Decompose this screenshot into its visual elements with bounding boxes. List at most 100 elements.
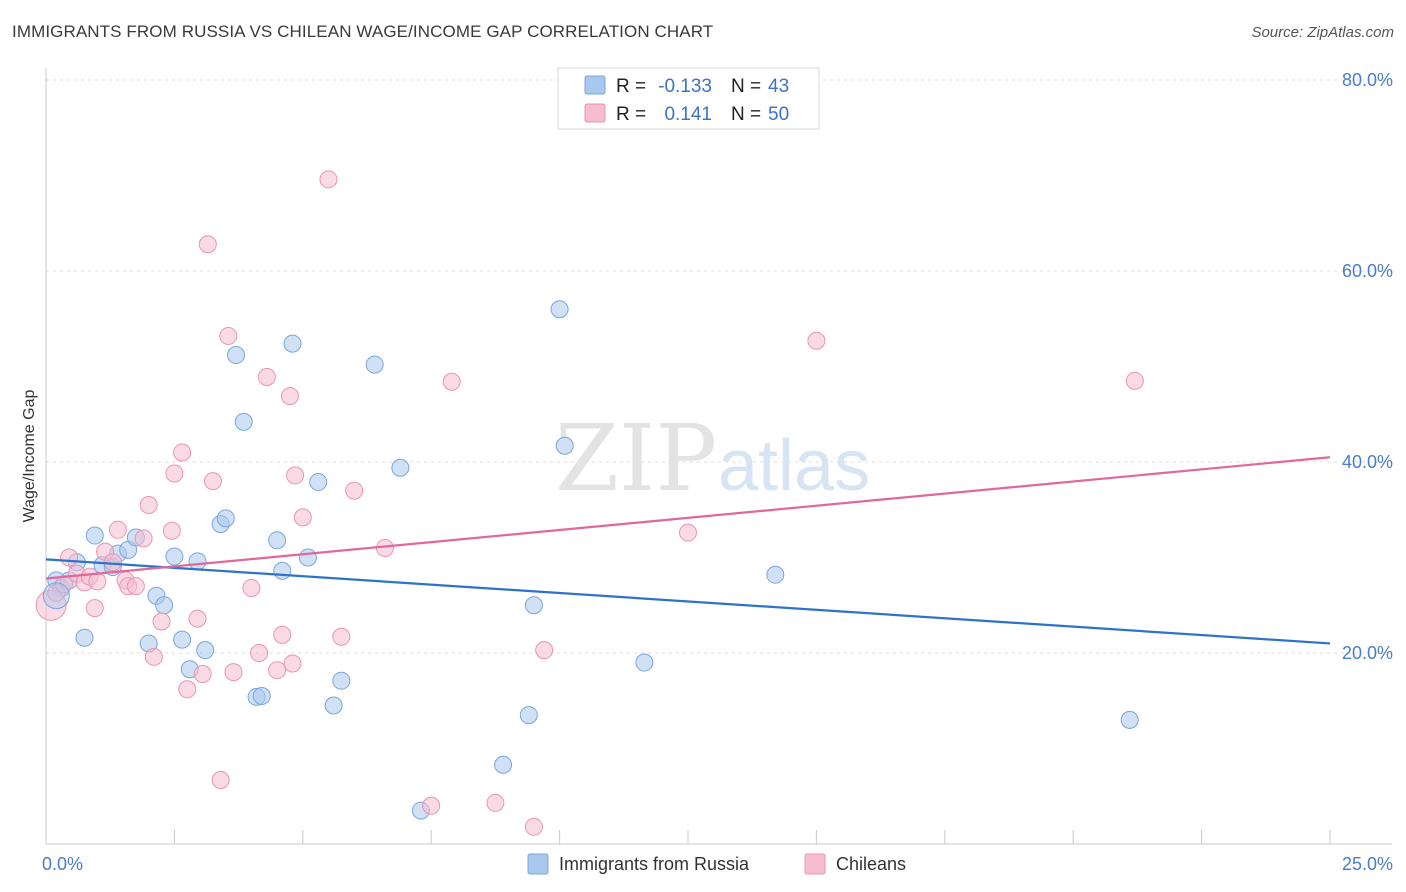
legend-swatch-russia [584,75,606,95]
point-chile [211,771,230,790]
point-russia [1120,710,1139,729]
point-russia [283,334,302,353]
point-russia [216,509,235,528]
point-chile [139,495,158,514]
point-chile [152,612,171,631]
point-russia [766,565,785,584]
point-chile [280,387,299,406]
point-chile [85,599,104,618]
series-legend-swatch-russia [527,853,549,875]
legend-n-value-russia: 43 [768,76,789,97]
legend-n-value-chile: 50 [768,104,789,125]
axes: 20.0% 40.0% 60.0% 80.0% 0.0% 25.0% [42,68,1393,874]
stats-legend: R = -0.133 N = 43 R = 0.141 N = 50 [557,67,820,130]
point-chile [268,661,287,680]
point-chile [535,641,554,660]
point-chile [165,464,184,483]
point-russia [165,547,184,566]
legend-r-label-russia: R = [616,76,646,97]
point-chile [162,521,181,540]
legend-n-label-chile: N = [731,104,761,125]
legend-r-label-chile: R = [616,104,646,125]
y-tick-label: 20.0% [1342,643,1393,663]
y-tick-label: 60.0% [1342,261,1393,281]
watermark-atlas: atlas [718,426,870,506]
point-russia [555,436,574,455]
point-russia [268,531,287,550]
point-russia [324,696,343,715]
point-chile [332,627,351,646]
point-russia [234,412,253,431]
point-russia [524,596,543,615]
point-chile [126,577,145,596]
point-russia-cluster [42,582,70,610]
point-chile [319,170,338,189]
point-chile [108,520,127,539]
point-russia [550,300,569,319]
gridlines [46,79,1392,654]
point-chile [224,663,243,682]
point-chile [257,368,276,387]
point-chile [188,609,207,628]
x-tick-label: 25.0% [1342,854,1393,874]
y-tick-label: 40.0% [1342,452,1393,472]
point-chile [273,625,292,644]
series-legend-swatch-chile [804,853,826,875]
point-chile [203,472,222,491]
point-chile [134,529,153,548]
point-chile [88,572,107,591]
point-russia [252,686,271,705]
data-points [35,170,1144,836]
point-chile [193,665,212,684]
point-russia [188,552,207,571]
point-chile [144,647,163,666]
point-russia [309,473,328,492]
trend-line-russia [45,558,1331,645]
point-russia [85,526,104,545]
point-chile [173,443,192,462]
chart-title: IMMIGRANTS FROM RUSSIA VS CHILEAN WAGE/I… [12,22,714,41]
point-chile [486,793,505,812]
point-chile [219,326,238,345]
legend-r-value-chile: 0.141 [664,104,712,125]
point-russia [155,596,174,615]
point-russia [227,346,246,365]
point-chile [242,579,261,598]
point-russia [519,706,538,725]
legend-n-label-russia: N = [731,76,761,97]
point-russia [173,630,192,649]
point-russia [273,561,292,580]
y-axis-label: Wage/Income Gap [21,390,38,523]
series-legend-label-chile: Chileans [836,854,906,874]
watermark-zip: ZIP [555,405,717,512]
point-chile [524,817,543,836]
point-chile [345,481,364,500]
point-chile [1125,371,1144,390]
point-chile [422,796,441,815]
point-chile [198,235,217,254]
point-chile [293,508,312,527]
trend-line-chile [45,456,1331,580]
point-chile [679,523,697,542]
point-russia [391,458,410,477]
point-chile [250,644,269,662]
point-chile [442,372,461,391]
trend-lines [45,456,1331,645]
source-credit: Source: ZipAtlas.com [1251,24,1394,41]
point-chile [283,654,302,673]
legend-r-value-russia: -0.133 [658,76,712,97]
point-chile [807,331,826,350]
series-legend: Immigrants from Russia Chileans [527,853,906,875]
point-chile [178,680,197,699]
x-tick-label: 0.0% [42,854,83,874]
legend-swatch-chile [584,103,606,123]
point-russia [365,355,384,374]
point-chile [286,466,305,485]
point-russia [635,653,654,672]
point-chile [60,548,79,567]
point-russia [196,641,215,660]
series-legend-label-russia: Immigrants from Russia [559,854,750,874]
point-russia [494,755,513,774]
point-russia [332,671,351,690]
